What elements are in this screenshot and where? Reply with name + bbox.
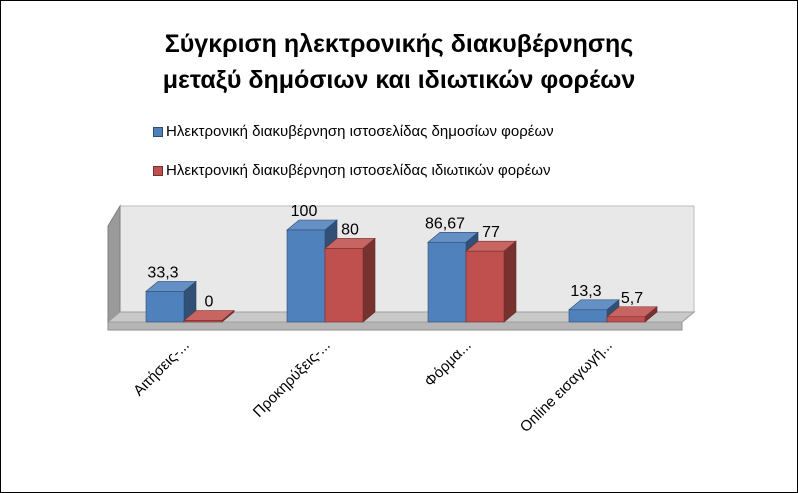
bar-private-0 (183, 320, 223, 323)
chart-title-line-2: μεταξύ δημόσιων και ιδιωτικών φορέων (162, 66, 636, 94)
bar-side-1-1 (362, 237, 376, 323)
chart-title: Σύγκριση ηλεκτρονικής διακυβέρνησης μετα… (0, 26, 798, 98)
bar-public-3 (568, 309, 608, 323)
data-label-0-0: 33,3 (147, 264, 178, 281)
chart-side-wall (107, 204, 121, 324)
legend-label-private: Ηλεκτρονική διακυβέρνηση ιστοσελίδας ιδι… (166, 162, 551, 179)
legend-item-public: Ηλεκτρονική διακυβέρνηση ιστοσελίδας δημ… (153, 122, 554, 142)
bar-public-2 (427, 241, 467, 323)
data-label-0-2: 86,67 (425, 215, 465, 232)
bar-public-1 (286, 229, 326, 323)
category-label-0: Αιτήσεις-... (130, 337, 193, 400)
legend-label-public: Ηλεκτρονική διακυβέρνηση ιστοσελίδας δημ… (166, 123, 554, 140)
bar-public-0 (145, 291, 185, 323)
data-label-1-0: 0 (205, 294, 214, 311)
data-label-0-1: 100 (291, 203, 318, 220)
legend-swatch-public (153, 127, 163, 137)
legend-item-private: Ηλεκτρονική διακυβέρνηση ιστοσελίδας ιδι… (153, 161, 554, 181)
legend-swatch-private (153, 166, 163, 176)
bar-side-1-2 (503, 240, 517, 323)
data-label-0-3: 13,3 (570, 283, 601, 300)
category-label-2: Φόρμα... (421, 337, 475, 391)
data-label-1-1: 80 (341, 221, 359, 238)
data-label-1-3: 5,7 (621, 290, 643, 307)
chart-legend: Ηλεκτρονική διακυβέρνηση ιστοσελίδας δημ… (153, 122, 554, 181)
bar-private-1 (324, 248, 364, 323)
chart-title-line-1: Σύγκριση ηλεκτρονικής διακυβέρνησης (164, 30, 634, 58)
bar-private-2 (465, 250, 505, 323)
bar-private-3 (606, 316, 646, 323)
data-label-1-2: 77 (482, 224, 500, 241)
category-label-3: Online εισαγωγή... (517, 337, 616, 436)
category-label-1: Προκηρύξεις-... (250, 337, 334, 421)
